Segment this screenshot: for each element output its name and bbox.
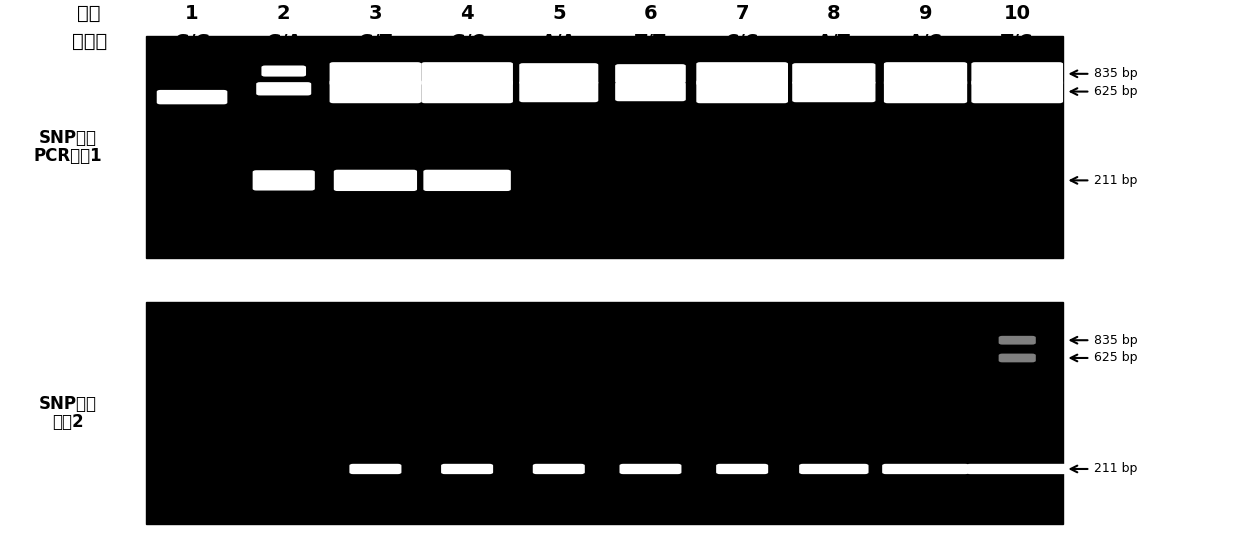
FancyBboxPatch shape xyxy=(882,464,969,474)
Text: 1: 1 xyxy=(186,4,198,23)
Text: 211 bp: 211 bp xyxy=(1094,462,1137,476)
Text: 10: 10 xyxy=(1004,4,1031,23)
FancyBboxPatch shape xyxy=(799,464,869,474)
FancyBboxPatch shape xyxy=(615,64,685,83)
Text: 2: 2 xyxy=(278,4,290,23)
Text: 625 bp: 625 bp xyxy=(1094,351,1137,365)
Text: 9: 9 xyxy=(919,4,932,23)
Text: G/A: G/A xyxy=(266,33,301,51)
Text: A/A: A/A xyxy=(541,33,576,51)
FancyBboxPatch shape xyxy=(424,170,510,191)
FancyBboxPatch shape xyxy=(253,170,315,190)
FancyBboxPatch shape xyxy=(421,62,513,85)
FancyBboxPatch shape xyxy=(883,80,968,103)
Text: 5: 5 xyxy=(553,4,565,23)
Text: C/C: C/C xyxy=(726,33,758,51)
Text: 6: 6 xyxy=(644,4,657,23)
FancyBboxPatch shape xyxy=(696,80,788,103)
FancyBboxPatch shape xyxy=(441,464,493,474)
Text: SNP鉴定: SNP鉴定 xyxy=(40,129,97,147)
FancyBboxPatch shape xyxy=(716,464,768,474)
FancyBboxPatch shape xyxy=(256,82,311,95)
FancyBboxPatch shape xyxy=(615,82,685,101)
FancyBboxPatch shape xyxy=(971,62,1063,85)
Text: 基因型: 基因型 xyxy=(72,32,107,51)
Text: 625 bp: 625 bp xyxy=(1094,85,1137,98)
FancyBboxPatch shape xyxy=(999,336,1036,345)
Text: G/T: G/T xyxy=(358,33,393,51)
FancyBboxPatch shape xyxy=(971,80,1063,103)
Text: 组呁2: 组呁2 xyxy=(52,413,84,431)
FancyBboxPatch shape xyxy=(999,354,1036,362)
FancyBboxPatch shape xyxy=(533,464,585,474)
Text: SNP鉴定: SNP鉴定 xyxy=(40,396,97,413)
Text: 835 bp: 835 bp xyxy=(1094,67,1137,80)
FancyBboxPatch shape xyxy=(966,464,1068,474)
FancyBboxPatch shape xyxy=(519,81,598,102)
FancyBboxPatch shape xyxy=(333,170,418,191)
Text: 个体: 个体 xyxy=(78,4,100,23)
FancyBboxPatch shape xyxy=(261,65,306,77)
FancyBboxPatch shape xyxy=(792,81,876,102)
FancyBboxPatch shape xyxy=(330,62,421,85)
Text: 835 bp: 835 bp xyxy=(1094,334,1137,347)
Text: G/C: G/C xyxy=(450,33,484,51)
FancyBboxPatch shape xyxy=(792,63,876,84)
FancyBboxPatch shape xyxy=(519,63,598,84)
FancyBboxPatch shape xyxy=(330,80,421,103)
Text: T/C: T/C xyxy=(1001,33,1033,51)
FancyBboxPatch shape xyxy=(696,62,788,85)
Bar xyxy=(146,36,1063,258)
Text: 3: 3 xyxy=(369,4,382,23)
FancyBboxPatch shape xyxy=(349,464,401,474)
FancyBboxPatch shape xyxy=(421,80,513,103)
Text: 4: 4 xyxy=(461,4,473,23)
Text: 8: 8 xyxy=(828,4,840,23)
FancyBboxPatch shape xyxy=(883,62,968,85)
Text: A/T: A/T xyxy=(818,33,850,51)
Text: T/T: T/T xyxy=(634,33,667,51)
Text: PCR组呁1: PCR组呁1 xyxy=(33,147,103,165)
Text: 7: 7 xyxy=(736,4,748,23)
Text: A/C: A/C xyxy=(908,33,943,51)
Text: G/G: G/G xyxy=(173,33,211,51)
Bar xyxy=(146,302,1063,524)
FancyBboxPatch shape xyxy=(620,464,681,474)
Text: 211 bp: 211 bp xyxy=(1094,174,1137,187)
FancyBboxPatch shape xyxy=(156,90,227,104)
